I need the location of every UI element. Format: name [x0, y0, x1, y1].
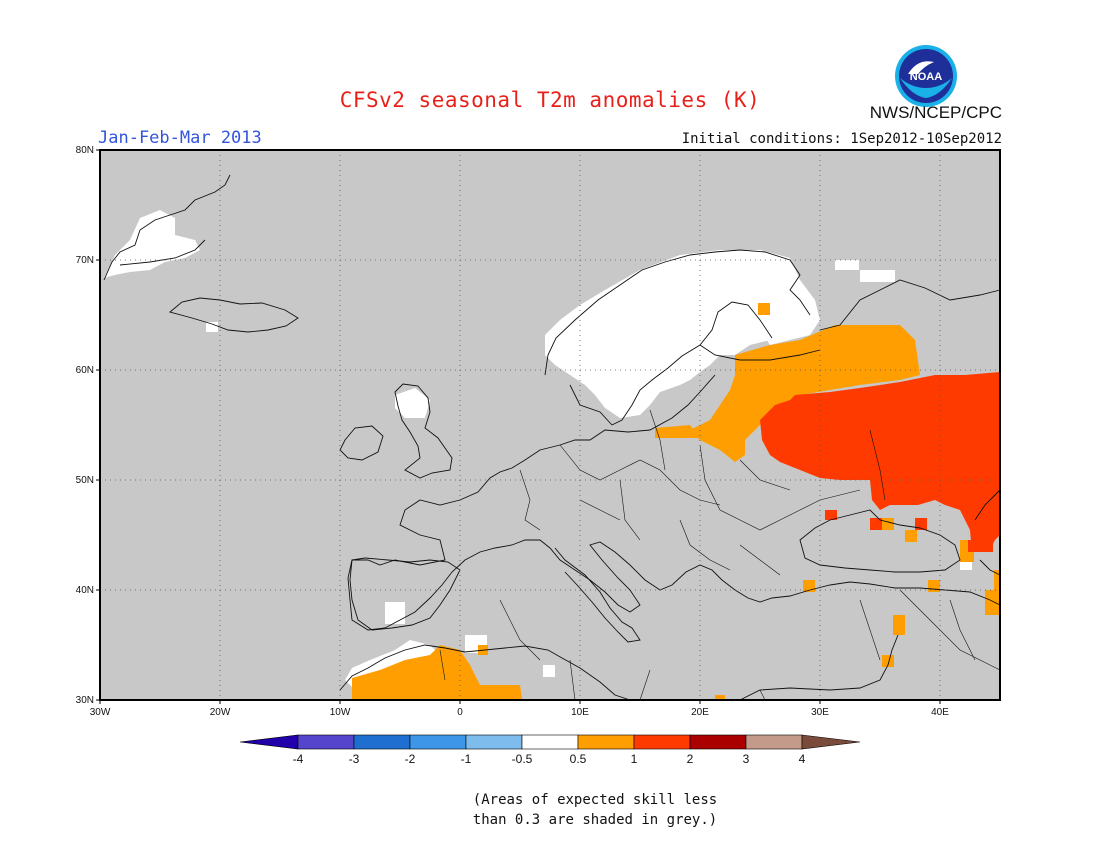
map-area: 30N 40N 50N 60N 70N 80N 30W 20W 10W 0 10E 20E 30E 40…: [76, 145, 1001, 718]
legend-tick-label: 4: [799, 752, 806, 766]
white-cell: [385, 602, 405, 624]
legend-arrow-low: [239, 734, 299, 750]
russia-red: [760, 372, 1000, 552]
orange-cell: [928, 580, 940, 592]
legend-swatch: [633, 734, 691, 750]
legend-tick-label: -1: [461, 752, 472, 766]
red-cell: [915, 518, 927, 530]
white-cell: [860, 270, 895, 282]
legend-tick-label: 3: [743, 752, 750, 766]
lat-tick-label: 70N: [76, 255, 94, 266]
coast-iceland: [169, 297, 299, 333]
legend-swatch: [297, 734, 355, 750]
noaa-logo-icon: NOAA: [895, 45, 957, 107]
legend-swatch: [689, 734, 747, 750]
legend-tick-label: -0.5: [512, 752, 533, 766]
coast-britain: [394, 383, 453, 479]
baltic-coast-orange: [655, 425, 700, 438]
lat-tick-label: 60N: [76, 365, 94, 376]
orange-cell: [758, 303, 770, 315]
orange-cell: [994, 570, 1000, 590]
lon-tick-label: 30W: [90, 707, 111, 718]
scandinavia-white: [545, 250, 820, 418]
coast-italy: [554, 547, 641, 643]
lat-tick-label: 80N: [76, 145, 94, 156]
agency-label: NWS/NCEP/CPC: [869, 103, 1002, 122]
lon-tick-label: 10E: [571, 707, 589, 718]
map-title: CFSv2 seasonal T2m anomalies (K): [339, 88, 761, 112]
legend-tick-label: 0.5: [570, 752, 587, 766]
coast-north-africa: [339, 634, 899, 701]
latitude-labels: 30N 40N 50N 60N 70N 80N: [76, 145, 94, 706]
coastlines: [103, 174, 1001, 701]
forecast-period: Jan-Feb-Mar 2013: [98, 128, 262, 148]
white-cell: [835, 260, 859, 270]
skill-note: (Areas of expected skill less than 0.3 a…: [0, 790, 1100, 830]
color-legend: -4 -3 -2 -1 -0.5 0.5 1 2 3 4: [239, 734, 861, 766]
lon-tick-label: 10W: [330, 707, 351, 718]
legend-swatch: [745, 734, 803, 750]
initial-conditions: Initial conditions: 1Sep2012-10Sep2012: [681, 131, 1002, 147]
legend-swatch: [353, 734, 411, 750]
orange-cell: [905, 530, 917, 542]
baltic-orange: [690, 325, 920, 462]
red-cell: [968, 540, 993, 552]
legend-tick-label: -4: [293, 752, 304, 766]
anomaly-red-regions: [760, 372, 1000, 552]
legend-swatch: [577, 734, 635, 750]
orange-cell: [893, 615, 905, 635]
skill-note-line1: (Areas of expected skill less: [472, 792, 718, 808]
coast-greenland: [103, 174, 231, 281]
map-frame: [99, 149, 1001, 701]
lon-tick-label: 20E: [691, 707, 709, 718]
legend-tick-label: 2: [687, 752, 694, 766]
coast-iberia: [349, 557, 461, 631]
orange-cell: [715, 695, 725, 700]
coast-scandinavia: [544, 249, 821, 426]
legend-arrow-high: [801, 734, 861, 750]
lat-tick-label: 30N: [76, 695, 94, 706]
gridlines: [96, 149, 1000, 704]
legend-swatch: [521, 734, 579, 750]
coast-continent-north: [347, 279, 1001, 631]
skill-note-line2: than 0.3 are shaded in grey.): [472, 812, 718, 828]
red-cell: [870, 518, 882, 530]
lon-tick-label: 0: [457, 707, 463, 718]
red-cell: [825, 510, 837, 520]
britain-white-patch: [395, 388, 430, 418]
legend-tick-label: 1: [631, 752, 638, 766]
lat-tick-label: 40N: [76, 585, 94, 596]
north-africa-orange: [352, 645, 522, 700]
longitude-labels: 30W 20W 10W 0 10E 20E 30E 40E: [90, 707, 950, 718]
anomaly-orange-regions: [352, 303, 1000, 700]
coast-ireland: [339, 425, 384, 461]
orange-cell: [880, 518, 894, 530]
coast-caspian: [974, 489, 1001, 576]
legend-swatch: [409, 734, 467, 750]
legend-tick-label: -2: [405, 752, 416, 766]
legend-swatch: [465, 734, 523, 750]
coast-black-sea: [799, 509, 961, 573]
orange-cell: [803, 580, 815, 592]
orange-cell: [882, 655, 894, 667]
svg-text:NOAA: NOAA: [910, 71, 942, 83]
lat-tick-label: 50N: [76, 475, 94, 486]
lon-tick-label: 30E: [811, 707, 829, 718]
orange-cell: [985, 590, 1000, 615]
greenland-white: [104, 210, 200, 278]
white-cell: [543, 665, 555, 677]
white-cell: [206, 322, 218, 332]
lon-tick-label: 20W: [210, 707, 231, 718]
lon-tick-label: 40E: [931, 707, 949, 718]
legend-tick-label: -3: [349, 752, 360, 766]
